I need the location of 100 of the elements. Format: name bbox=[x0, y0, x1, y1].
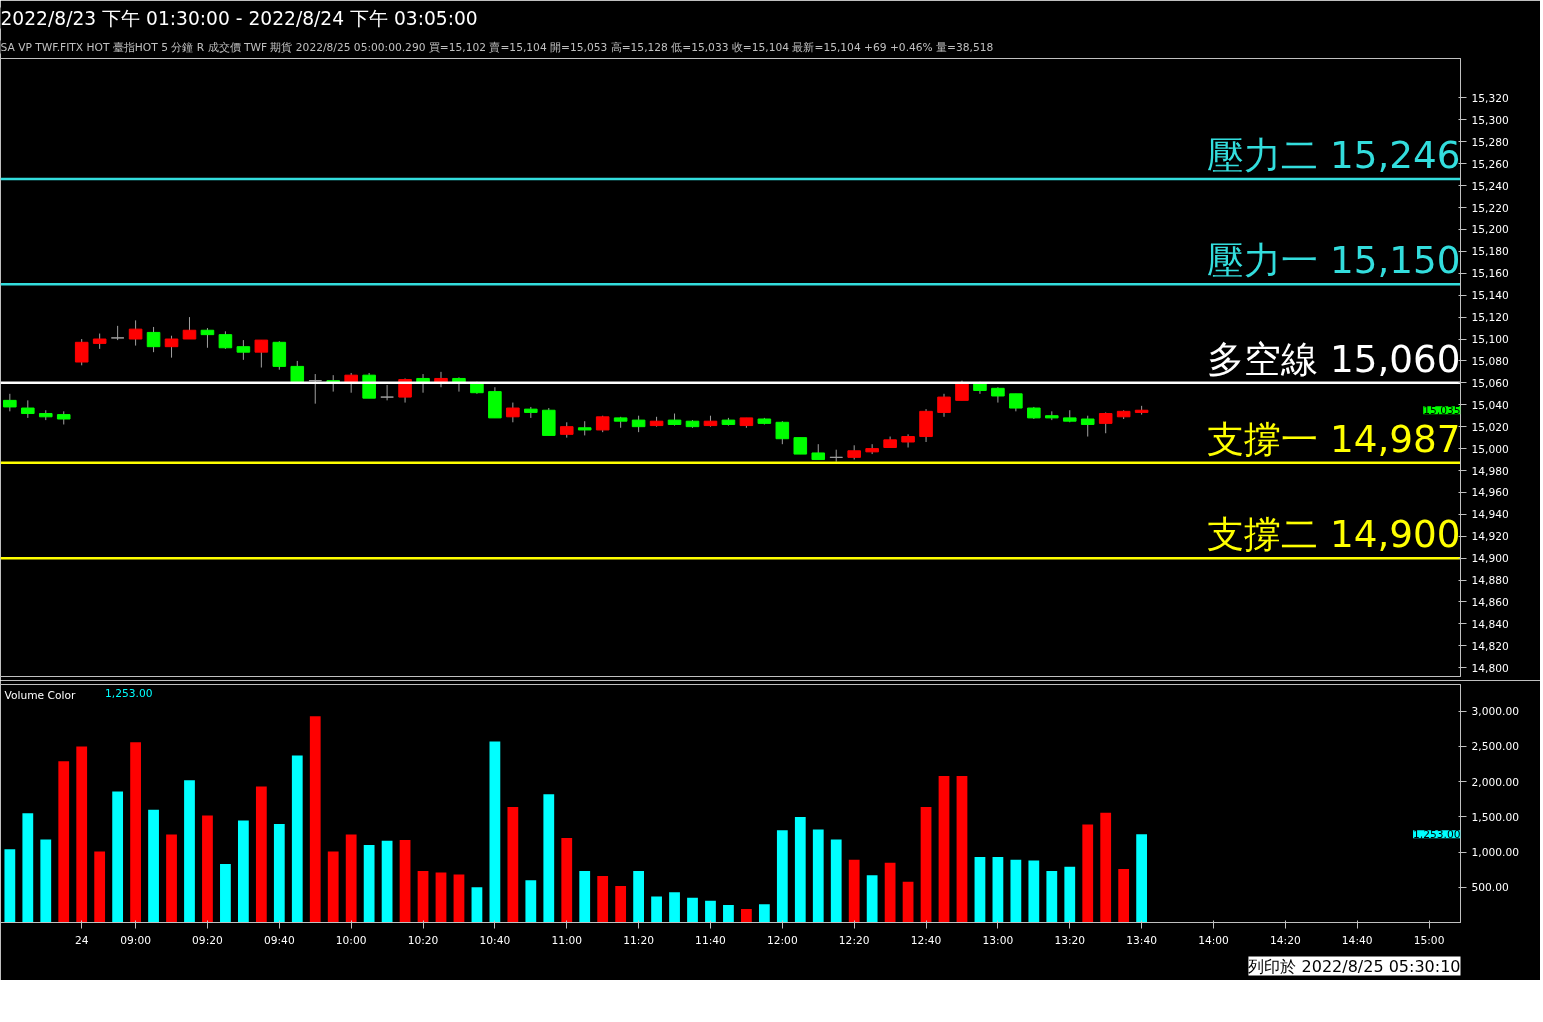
y-tick-label: 15,020 bbox=[1471, 420, 1510, 434]
candlestick bbox=[362, 372, 376, 399]
y-tick-label: 15,160 bbox=[1471, 267, 1510, 281]
chart-title: 2022/8/23 下午 01:30:00 - 2022/8/24 下午 03:05:00 bbox=[0, 7, 478, 29]
y-tick-label: 14,840 bbox=[1471, 617, 1510, 631]
bar bbox=[381, 840, 393, 923]
bar bbox=[76, 746, 88, 923]
bar bbox=[651, 896, 662, 923]
bar bbox=[705, 900, 716, 923]
x-tick-label: 13:20 bbox=[1054, 933, 1086, 947]
bar bbox=[40, 839, 52, 923]
candlestick bbox=[74, 338, 89, 366]
bar bbox=[220, 864, 231, 923]
x-tick-label: 24 bbox=[74, 933, 89, 947]
x-tick-label: 14:40 bbox=[1341, 933, 1373, 947]
x-tick-label: 12:00 bbox=[766, 933, 798, 947]
bar bbox=[561, 838, 573, 923]
y-tick-label: 14,820 bbox=[1471, 639, 1510, 653]
bar bbox=[741, 909, 752, 923]
candlestick bbox=[1098, 411, 1113, 434]
bar bbox=[956, 776, 968, 923]
bar bbox=[633, 871, 644, 923]
bar bbox=[309, 716, 321, 923]
bar bbox=[184, 780, 195, 923]
bar bbox=[435, 872, 447, 923]
x-tick-label: 10:20 bbox=[407, 933, 439, 947]
x-tick-label: 14:20 bbox=[1269, 933, 1301, 947]
bar bbox=[1046, 871, 1058, 923]
annotation: 1,253.00 bbox=[105, 686, 153, 700]
ref-line-label: 支撐一 14,987 bbox=[1207, 416, 1461, 461]
y-tick-label: 15,220 bbox=[1471, 201, 1510, 215]
bar bbox=[866, 875, 878, 923]
annotation: 15,035 bbox=[1423, 404, 1461, 418]
x-tick-label: 11:40 bbox=[695, 933, 727, 947]
bar bbox=[1028, 860, 1040, 923]
bar bbox=[938, 776, 950, 923]
annotation: 1,253.00 bbox=[1413, 828, 1461, 842]
bar bbox=[669, 892, 680, 923]
y-tick-label: 2,000.00 bbox=[1471, 775, 1520, 789]
ref-line-label: 多空線 15,060 bbox=[1207, 336, 1461, 381]
y-tick-label: 500.00 bbox=[1471, 881, 1510, 895]
bar bbox=[848, 859, 860, 923]
bar bbox=[345, 834, 357, 923]
ref-line-label: 壓力二 15,246 bbox=[1207, 133, 1461, 178]
candlestick bbox=[901, 433, 915, 448]
x-tick-label: 13:40 bbox=[1126, 933, 1158, 947]
x-tick-label: 11:00 bbox=[551, 933, 583, 947]
y-tick-label: 14,880 bbox=[1471, 574, 1510, 588]
x-tick-label: 14:00 bbox=[1198, 933, 1230, 947]
bar bbox=[543, 794, 555, 923]
y-tick-label: 15,260 bbox=[1471, 157, 1510, 171]
candlestick bbox=[775, 420, 790, 445]
x-tick-label: 12:40 bbox=[910, 933, 942, 947]
y-tick-label: 15,180 bbox=[1471, 245, 1510, 259]
candlestick bbox=[146, 326, 161, 353]
bar bbox=[4, 849, 16, 923]
ref-line-label: 壓力一 15,150 bbox=[1207, 238, 1461, 283]
x-tick-label: 11:20 bbox=[623, 933, 655, 947]
bar bbox=[1064, 866, 1076, 923]
bar bbox=[148, 809, 159, 923]
bar bbox=[902, 881, 914, 923]
y-tick-label: 15,100 bbox=[1471, 333, 1510, 347]
x-tick-label: 13:00 bbox=[982, 933, 1014, 947]
bar bbox=[58, 761, 70, 923]
y-tick-label: 14,980 bbox=[1471, 464, 1510, 478]
y-tick-label: 15,320 bbox=[1471, 91, 1510, 105]
candlestick bbox=[829, 449, 844, 463]
x-tick-label: 09:20 bbox=[192, 933, 224, 947]
bar bbox=[1010, 859, 1022, 923]
y-tick-label: 1,500.00 bbox=[1471, 810, 1520, 824]
bar bbox=[525, 880, 537, 923]
y-tick-label: 15,300 bbox=[1471, 113, 1510, 127]
bar bbox=[255, 786, 267, 923]
bar bbox=[417, 871, 429, 923]
bar bbox=[1100, 812, 1112, 923]
chart-title: Volume Color bbox=[4, 688, 76, 702]
y-tick-label: 1,000.00 bbox=[1471, 846, 1520, 860]
y-tick-label: 15,080 bbox=[1471, 354, 1510, 368]
bar bbox=[130, 742, 141, 923]
candlestick bbox=[991, 386, 1005, 404]
bar bbox=[687, 897, 698, 923]
y-tick-label: 15,240 bbox=[1471, 179, 1510, 193]
y-tick-label: 15,000 bbox=[1471, 442, 1510, 456]
y-tick-label: 3,000.00 bbox=[1471, 705, 1520, 719]
bar bbox=[579, 871, 591, 923]
bar bbox=[1082, 824, 1094, 923]
candlestick bbox=[308, 373, 323, 405]
bar bbox=[794, 816, 806, 923]
bar bbox=[363, 845, 375, 923]
candlestick bbox=[254, 339, 269, 368]
y-tick-label: 14,860 bbox=[1471, 595, 1510, 609]
y-tick-label: 14,940 bbox=[1471, 508, 1510, 522]
bar bbox=[489, 741, 501, 923]
y-tick-label: 15,140 bbox=[1471, 289, 1510, 303]
candlestick bbox=[506, 402, 520, 423]
bar bbox=[884, 862, 896, 923]
y-tick-label: 15,040 bbox=[1471, 398, 1510, 412]
candlestick bbox=[236, 339, 251, 361]
candlestick bbox=[955, 380, 969, 401]
bar bbox=[776, 830, 788, 923]
